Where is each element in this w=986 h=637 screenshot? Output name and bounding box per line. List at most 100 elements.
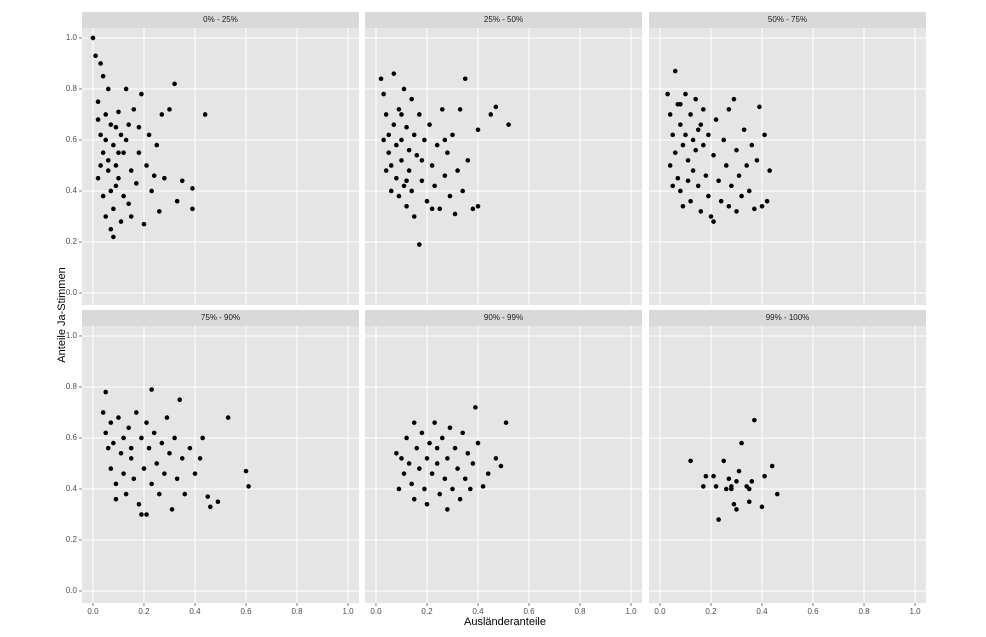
- point: [388, 188, 394, 194]
- point: [169, 507, 175, 512]
- point: [726, 476, 732, 482]
- point: [424, 198, 430, 204]
- point: [116, 415, 121, 420]
- point: [506, 122, 511, 127]
- point: [126, 201, 131, 207]
- point: [406, 461, 412, 466]
- point: [394, 175, 399, 181]
- facet-strip: [365, 12, 642, 28]
- point: [404, 124, 409, 130]
- point: [121, 435, 126, 441]
- point: [680, 203, 686, 209]
- point: [688, 458, 693, 464]
- point: [754, 158, 760, 163]
- point: [136, 124, 142, 130]
- point: [726, 203, 732, 209]
- point: [475, 440, 481, 446]
- point: [457, 107, 463, 112]
- point: [432, 183, 437, 189]
- point: [746, 188, 752, 194]
- point: [207, 504, 213, 510]
- y-tick-label: 0.4: [66, 484, 78, 493]
- point: [672, 150, 678, 156]
- point: [121, 150, 126, 156]
- point: [749, 142, 755, 148]
- point: [744, 163, 749, 168]
- point: [741, 127, 747, 133]
- point: [111, 142, 116, 148]
- point: [468, 486, 473, 492]
- point: [462, 476, 468, 482]
- point: [442, 173, 448, 178]
- point: [417, 242, 422, 247]
- x-tick-label: 0.8: [858, 607, 870, 616]
- point: [414, 445, 420, 451]
- point: [156, 491, 162, 497]
- point: [411, 420, 417, 425]
- point: [455, 466, 460, 471]
- point: [123, 86, 129, 92]
- point: [675, 175, 681, 181]
- x-tick-label: 1.0: [909, 607, 921, 616]
- point: [764, 198, 770, 204]
- point: [131, 107, 137, 112]
- point: [388, 163, 394, 168]
- point: [445, 150, 450, 156]
- point: [445, 507, 450, 512]
- point: [131, 476, 137, 482]
- point: [442, 476, 448, 482]
- y-axis-title: Anteile Ja-Stimmen: [56, 267, 68, 362]
- point: [701, 484, 706, 489]
- point: [121, 193, 126, 199]
- panel-background: [82, 28, 359, 305]
- point: [144, 420, 149, 425]
- point: [401, 86, 407, 92]
- point: [409, 96, 414, 102]
- point: [731, 501, 737, 507]
- point: [386, 132, 392, 138]
- point: [190, 186, 195, 191]
- point: [139, 91, 144, 97]
- point: [759, 203, 765, 209]
- facet-title: 99% - 100%: [766, 313, 810, 322]
- point: [465, 158, 471, 163]
- point: [162, 471, 167, 476]
- facet-title: 0% - 25%: [203, 15, 238, 24]
- point: [98, 163, 103, 168]
- point: [731, 96, 737, 102]
- point: [493, 456, 499, 461]
- point: [690, 168, 696, 173]
- point: [111, 234, 116, 240]
- point: [108, 466, 114, 471]
- point: [670, 132, 676, 138]
- y-tick-label: 0.2: [66, 535, 78, 544]
- point: [422, 486, 427, 492]
- point: [665, 91, 670, 97]
- point: [111, 440, 116, 446]
- point: [243, 468, 249, 474]
- point: [409, 188, 414, 194]
- point: [113, 163, 119, 168]
- point: [752, 417, 757, 423]
- point: [141, 221, 147, 227]
- point: [734, 507, 739, 512]
- point: [711, 152, 716, 158]
- point: [736, 173, 742, 178]
- point: [174, 198, 180, 204]
- point: [134, 410, 139, 415]
- point: [95, 117, 101, 122]
- point: [419, 178, 425, 184]
- point: [381, 137, 386, 143]
- point: [680, 142, 686, 148]
- point: [116, 109, 121, 115]
- point: [683, 91, 688, 97]
- point: [144, 512, 149, 517]
- point: [383, 168, 389, 173]
- point: [498, 463, 504, 469]
- point: [202, 112, 208, 117]
- point: [167, 450, 172, 456]
- point: [98, 61, 103, 66]
- point: [721, 458, 727, 464]
- point: [225, 415, 231, 420]
- point: [108, 226, 114, 232]
